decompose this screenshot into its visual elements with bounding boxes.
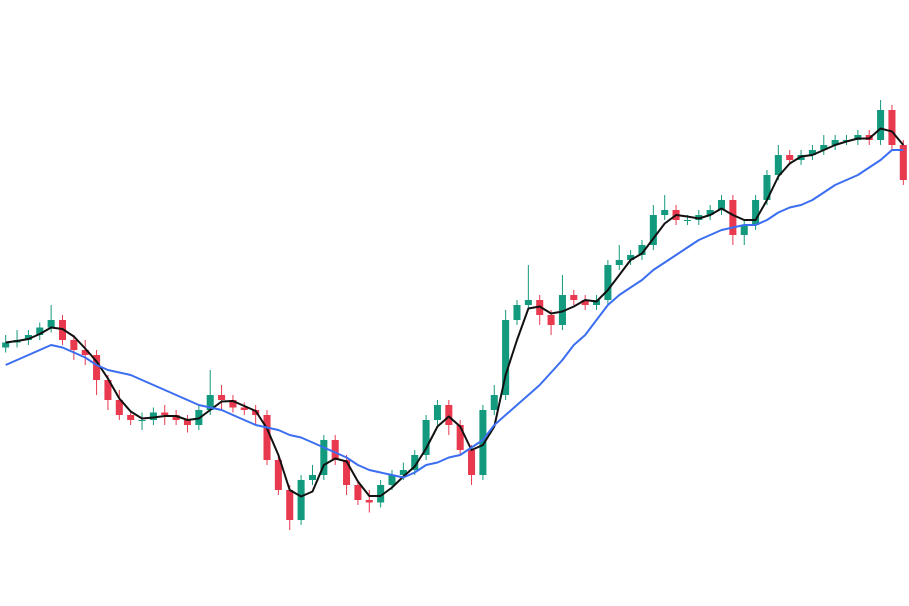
candle-body <box>570 295 578 300</box>
candle-body <box>388 475 396 485</box>
candle-body <box>649 215 657 245</box>
candle-body <box>593 300 601 305</box>
candle-body <box>627 255 635 260</box>
candle-body <box>183 420 192 425</box>
candle-body <box>240 407 248 410</box>
candle-body <box>104 380 112 400</box>
candle-body <box>615 260 623 265</box>
candle-body <box>365 500 373 503</box>
candle-body <box>638 245 646 255</box>
candle-body <box>547 315 555 325</box>
candle-body <box>399 470 407 475</box>
candle-body <box>433 405 441 420</box>
candle-body <box>115 400 123 415</box>
candle-body <box>717 200 726 210</box>
candle-body <box>308 475 316 480</box>
candle-body <box>854 135 862 140</box>
candle-body <box>127 415 135 420</box>
moving-average-line <box>5 127 905 498</box>
candle-body <box>377 485 385 503</box>
candle-body <box>729 200 737 235</box>
candle-body <box>343 460 351 485</box>
candle-body <box>808 150 816 155</box>
candle-body <box>138 420 146 421</box>
candle-body <box>218 395 226 400</box>
candle-body <box>831 140 839 145</box>
candle-body <box>752 200 760 225</box>
candle-body <box>468 450 476 475</box>
candle-body <box>524 300 532 305</box>
candle-body <box>820 145 828 150</box>
candle-body <box>354 485 362 500</box>
candle-body <box>740 225 748 235</box>
candle-body <box>479 410 487 475</box>
candle-body <box>877 110 885 140</box>
candle-body <box>683 220 691 221</box>
candle-body <box>172 415 180 420</box>
candle-body <box>513 305 521 320</box>
candle-body <box>286 490 294 520</box>
candle-body <box>502 320 510 395</box>
candle-body <box>558 295 566 325</box>
candle-body <box>24 335 32 340</box>
candle-body <box>411 455 419 470</box>
candle-body <box>661 210 669 215</box>
candle-body <box>763 175 771 200</box>
candle-body <box>774 155 782 175</box>
candle-body <box>445 405 453 425</box>
candle-body <box>206 395 214 410</box>
candle-body <box>331 440 339 460</box>
candle-body <box>149 412 157 420</box>
candle-body <box>490 395 498 410</box>
candle-body <box>47 320 55 328</box>
candle-body <box>263 415 271 460</box>
candle-body <box>706 210 714 215</box>
candle-body <box>36 327 44 335</box>
candle-body <box>274 460 282 490</box>
candle-body <box>229 400 237 408</box>
candle-body <box>70 340 78 350</box>
candle-body <box>581 300 589 305</box>
candle-body <box>456 425 464 450</box>
candle-body <box>161 412 169 415</box>
candle-body <box>297 480 305 520</box>
candle-body <box>81 350 89 355</box>
candle-body <box>320 440 328 475</box>
moving-average-line <box>5 149 904 479</box>
candle-body <box>899 145 907 180</box>
candle-body <box>786 155 794 160</box>
candle-body <box>422 420 430 455</box>
candle-body <box>604 265 612 300</box>
candle-body <box>2 342 10 348</box>
candle-body <box>888 110 896 145</box>
candle-body <box>93 355 101 380</box>
